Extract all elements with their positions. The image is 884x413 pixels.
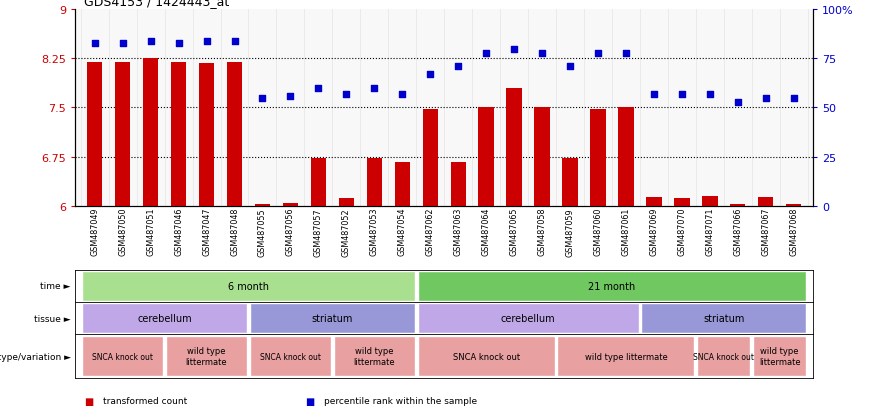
Bar xyxy=(255,205,271,206)
Text: SNCA knock out: SNCA knock out xyxy=(92,352,153,361)
Bar xyxy=(417,336,554,376)
Bar xyxy=(367,159,382,206)
Point xyxy=(171,40,186,47)
Point xyxy=(787,95,801,102)
Text: wild type littermate: wild type littermate xyxy=(584,352,667,361)
Bar xyxy=(591,110,606,206)
Bar xyxy=(786,204,802,206)
Bar xyxy=(171,62,187,206)
Text: ■: ■ xyxy=(84,396,93,406)
Bar xyxy=(166,336,248,376)
Text: SNCA knock out: SNCA knock out xyxy=(693,352,754,361)
Bar xyxy=(535,108,550,206)
Bar xyxy=(702,196,718,206)
Bar xyxy=(143,59,158,206)
Bar xyxy=(82,271,415,301)
Bar xyxy=(618,108,634,206)
Bar xyxy=(674,198,690,206)
Bar xyxy=(507,89,522,206)
Bar xyxy=(697,336,751,376)
Text: percentile rank within the sample: percentile rank within the sample xyxy=(324,396,477,405)
Point xyxy=(591,50,605,57)
Bar xyxy=(82,336,164,376)
Point xyxy=(311,85,325,92)
Point xyxy=(284,93,298,100)
Point xyxy=(731,99,745,106)
Bar xyxy=(199,64,214,206)
Point xyxy=(116,40,130,47)
Text: SNCA knock out: SNCA knock out xyxy=(260,352,321,361)
Bar xyxy=(82,304,248,333)
Point xyxy=(535,50,549,57)
Bar xyxy=(758,197,774,206)
Bar xyxy=(339,198,354,206)
Point xyxy=(647,91,661,98)
Text: tissue ►: tissue ► xyxy=(34,314,71,323)
Point xyxy=(200,38,214,45)
Point xyxy=(758,95,773,102)
Point xyxy=(255,95,270,102)
Text: striatum: striatum xyxy=(703,313,744,323)
Point xyxy=(88,40,102,47)
Point xyxy=(451,64,465,70)
Bar xyxy=(250,304,415,333)
Text: wild type
littermate: wild type littermate xyxy=(354,347,395,366)
Point xyxy=(619,50,633,57)
Text: 6 month: 6 month xyxy=(228,281,269,291)
Bar xyxy=(558,336,695,376)
Text: striatum: striatum xyxy=(312,313,353,323)
Point xyxy=(674,91,689,98)
Text: ■: ■ xyxy=(305,396,314,406)
Point xyxy=(507,46,522,53)
Bar xyxy=(227,62,242,206)
Bar xyxy=(753,336,806,376)
Bar xyxy=(283,204,298,206)
Text: SNCA knock out: SNCA knock out xyxy=(453,352,520,361)
Bar xyxy=(646,197,661,206)
Text: GDS4153 / 1424443_at: GDS4153 / 1424443_at xyxy=(84,0,229,8)
Text: time ►: time ► xyxy=(41,282,71,291)
Point xyxy=(227,38,241,45)
Bar xyxy=(562,159,578,206)
Bar xyxy=(478,108,494,206)
Point xyxy=(563,64,577,70)
Point xyxy=(367,85,381,92)
Text: cerebellum: cerebellum xyxy=(137,313,192,323)
Text: wild type
littermate: wild type littermate xyxy=(759,347,801,366)
Bar xyxy=(730,204,745,206)
Bar xyxy=(394,162,410,206)
Point xyxy=(479,50,493,57)
Point xyxy=(703,91,717,98)
Text: transformed count: transformed count xyxy=(103,396,187,405)
Bar xyxy=(310,159,326,206)
Point xyxy=(143,38,157,45)
Text: 21 month: 21 month xyxy=(589,281,636,291)
Bar xyxy=(87,62,103,206)
Bar xyxy=(451,162,466,206)
Text: wild type
littermate: wild type littermate xyxy=(186,347,227,366)
Bar xyxy=(417,271,806,301)
Text: genotype/variation ►: genotype/variation ► xyxy=(0,352,71,361)
Text: cerebellum: cerebellum xyxy=(500,313,555,323)
Bar xyxy=(115,62,130,206)
Bar xyxy=(417,304,638,333)
Point xyxy=(423,71,438,78)
Point xyxy=(395,91,409,98)
Bar xyxy=(641,304,806,333)
Bar xyxy=(334,336,415,376)
Point xyxy=(339,91,354,98)
Bar xyxy=(250,336,331,376)
Bar xyxy=(423,110,438,206)
